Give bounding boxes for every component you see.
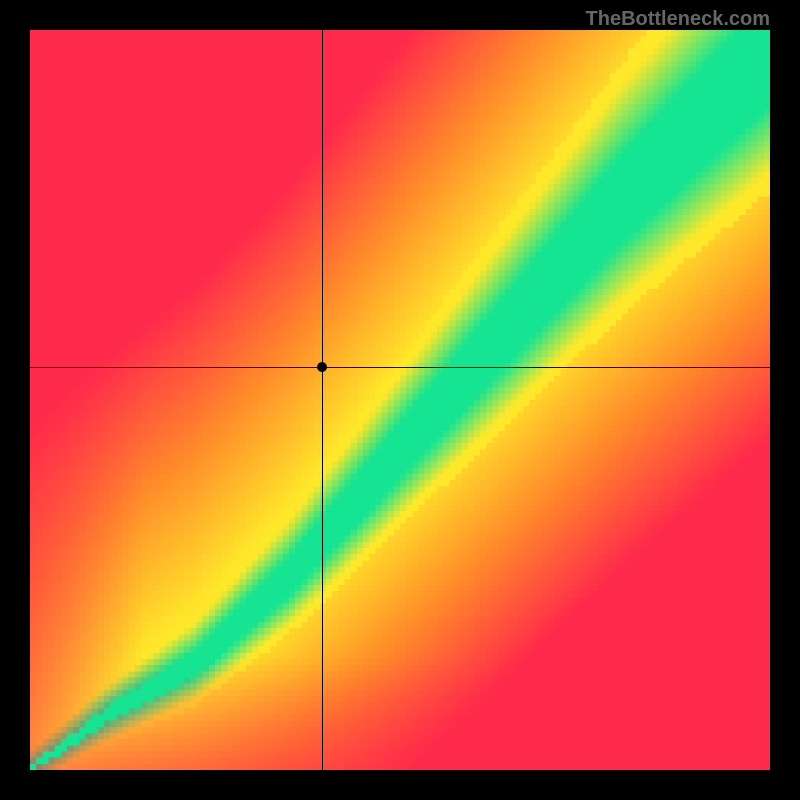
heatmap-canvas — [30, 30, 770, 770]
crosshair-marker-dot — [317, 362, 327, 372]
crosshair-vertical — [322, 30, 323, 770]
watermark-text: TheBottleneck.com — [586, 8, 770, 31]
chart-container: TheBottleneck.com — [0, 0, 800, 800]
plot-area — [30, 30, 770, 770]
crosshair-horizontal — [30, 367, 770, 368]
